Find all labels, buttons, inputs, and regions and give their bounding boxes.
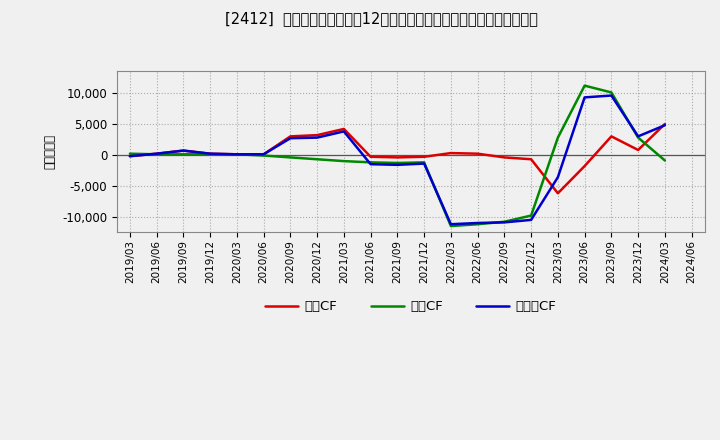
営業CF [580, 163, 589, 169]
フリーCF [312, 135, 321, 140]
Text: [2412]  キャッシュフローの12か月移動合計の対前年同期増減額の推移: [2412] キャッシュフローの12か月移動合計の対前年同期増減額の推移 [225, 11, 538, 26]
営業CF [393, 155, 402, 160]
フリーCF [340, 129, 348, 134]
投資CF [125, 151, 134, 156]
営業CF [206, 151, 215, 156]
投資CF [580, 83, 589, 88]
営業CF [554, 191, 562, 196]
投資CF [634, 135, 642, 140]
営業CF [634, 147, 642, 153]
投資CF [366, 160, 375, 165]
フリーCF [420, 161, 428, 166]
フリーCF [473, 220, 482, 226]
フリーCF [366, 161, 375, 167]
営業CF [446, 150, 455, 156]
フリーCF [179, 148, 188, 153]
投資CF [286, 155, 294, 160]
投資CF [340, 158, 348, 164]
フリーCF [259, 152, 268, 157]
投資CF [607, 90, 616, 95]
投資CF [259, 153, 268, 158]
投資CF [446, 224, 455, 229]
投資CF [420, 160, 428, 165]
投資CF [554, 135, 562, 140]
営業CF [153, 151, 161, 156]
投資CF [206, 152, 215, 157]
営業CF [312, 132, 321, 138]
営業CF [473, 151, 482, 156]
投資CF [393, 160, 402, 165]
フリーCF [206, 151, 215, 156]
営業CF [233, 152, 241, 157]
営業CF [286, 134, 294, 139]
投資CF [527, 213, 536, 218]
フリーCF [554, 175, 562, 180]
営業CF [179, 148, 188, 153]
営業CF [660, 121, 669, 127]
営業CF [500, 155, 509, 160]
フリーCF [607, 93, 616, 98]
Y-axis label: （百万円）: （百万円） [44, 134, 57, 169]
営業CF [527, 157, 536, 162]
営業CF [340, 126, 348, 132]
投資CF [660, 158, 669, 163]
投資CF [312, 157, 321, 162]
営業CF [366, 154, 375, 159]
フリーCF [286, 136, 294, 141]
Line: 営業CF: 営業CF [130, 124, 665, 193]
フリーCF [125, 154, 134, 159]
Legend: 営業CF, 投資CF, フリーCF: 営業CF, 投資CF, フリーCF [260, 295, 562, 319]
投資CF [153, 152, 161, 157]
営業CF [125, 154, 134, 159]
Line: 投資CF: 投資CF [130, 86, 665, 226]
フリーCF [393, 162, 402, 168]
営業CF [420, 154, 428, 159]
営業CF [259, 152, 268, 157]
投資CF [233, 152, 241, 157]
Line: フリーCF: フリーCF [130, 95, 665, 224]
フリーCF [634, 134, 642, 139]
営業CF [607, 134, 616, 139]
投資CF [179, 152, 188, 157]
フリーCF [660, 123, 669, 128]
フリーCF [233, 152, 241, 157]
フリーCF [527, 217, 536, 223]
投資CF [500, 219, 509, 224]
投資CF [473, 222, 482, 227]
フリーCF [446, 222, 455, 227]
フリーCF [580, 95, 589, 100]
フリーCF [500, 220, 509, 225]
フリーCF [153, 151, 161, 156]
